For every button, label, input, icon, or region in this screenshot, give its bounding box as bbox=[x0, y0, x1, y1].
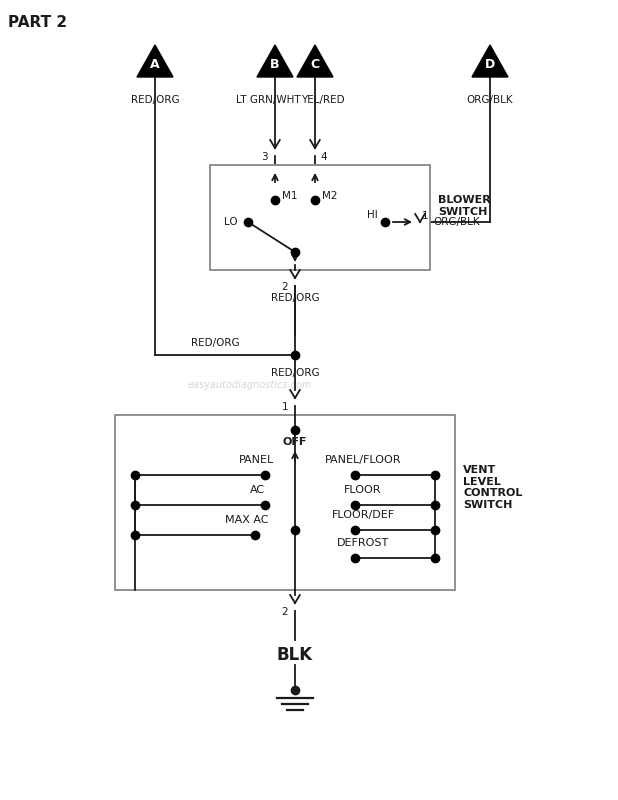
Text: PANEL: PANEL bbox=[239, 455, 274, 465]
Text: ORG/BLK: ORG/BLK bbox=[467, 95, 514, 105]
Text: PART 2: PART 2 bbox=[8, 15, 67, 30]
Text: 1: 1 bbox=[422, 211, 429, 221]
Text: M1: M1 bbox=[282, 191, 297, 201]
Text: C: C bbox=[310, 58, 320, 70]
Polygon shape bbox=[472, 45, 508, 77]
Text: D: D bbox=[485, 58, 495, 70]
Text: RED/ORG: RED/ORG bbox=[191, 338, 239, 348]
Text: OFF: OFF bbox=[283, 437, 307, 447]
Text: 1: 1 bbox=[281, 402, 288, 412]
Text: DEFROST: DEFROST bbox=[337, 538, 389, 548]
Text: YEL/RED: YEL/RED bbox=[301, 95, 345, 105]
Text: HI: HI bbox=[367, 210, 378, 220]
Text: MAX AC: MAX AC bbox=[225, 515, 269, 525]
Text: A: A bbox=[150, 58, 160, 70]
Text: 2: 2 bbox=[281, 282, 288, 292]
Text: PANEL/FLOOR: PANEL/FLOOR bbox=[324, 455, 401, 465]
Text: B: B bbox=[270, 58, 280, 70]
Text: 3: 3 bbox=[261, 152, 268, 162]
Text: easyautodiagnostics.com: easyautodiagnostics.com bbox=[188, 380, 312, 390]
Text: BLK: BLK bbox=[277, 646, 313, 664]
Polygon shape bbox=[257, 45, 293, 77]
Text: 4: 4 bbox=[320, 152, 327, 162]
Bar bbox=[115, 415, 455, 590]
Text: AC: AC bbox=[250, 485, 265, 495]
Text: 2: 2 bbox=[281, 607, 288, 617]
Text: LO: LO bbox=[224, 217, 238, 227]
Text: M2: M2 bbox=[322, 191, 337, 201]
Bar bbox=[210, 165, 430, 270]
Text: ORG/BLK: ORG/BLK bbox=[433, 217, 480, 227]
Text: BLOWER
SWITCH: BLOWER SWITCH bbox=[438, 195, 491, 217]
Polygon shape bbox=[137, 45, 173, 77]
Text: VENT
LEVEL
CONTROL
SWITCH: VENT LEVEL CONTROL SWITCH bbox=[463, 465, 522, 510]
Polygon shape bbox=[297, 45, 333, 77]
Text: RED/ORG: RED/ORG bbox=[130, 95, 179, 105]
Text: FLOOR: FLOOR bbox=[344, 485, 382, 495]
Text: FLOOR/DEF: FLOOR/DEF bbox=[331, 510, 394, 520]
Text: RED/ORG: RED/ORG bbox=[271, 293, 320, 303]
Text: RED/ORG: RED/ORG bbox=[271, 368, 320, 378]
Text: LT GRN/WHT: LT GRN/WHT bbox=[235, 95, 300, 105]
